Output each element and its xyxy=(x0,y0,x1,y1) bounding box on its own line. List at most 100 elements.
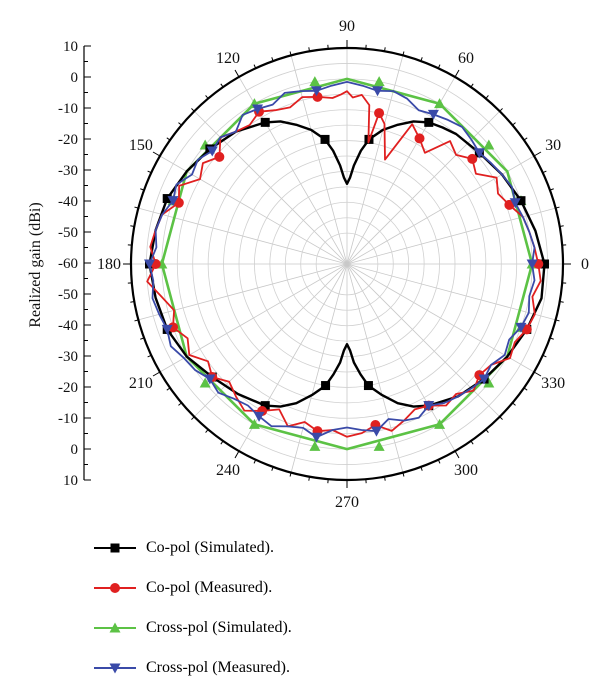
data-point xyxy=(414,133,425,144)
angle-tick-label: 180 xyxy=(97,256,121,273)
data-point xyxy=(310,432,322,443)
data-point xyxy=(478,374,490,385)
series-3 xyxy=(144,81,538,443)
data-point xyxy=(321,381,331,391)
angle-tick-mark xyxy=(191,108,195,112)
data-point xyxy=(167,196,179,207)
data-point xyxy=(374,108,385,119)
data-point xyxy=(206,146,218,157)
angle-tick-mark xyxy=(384,476,386,481)
angle-tick-mark xyxy=(485,95,489,99)
angle-tick-mark xyxy=(542,170,547,174)
grid-ring xyxy=(176,93,518,435)
angle-tick-label: 150 xyxy=(129,137,153,154)
data-point xyxy=(253,411,265,422)
polar-grid xyxy=(123,40,571,488)
angle-tick-mark xyxy=(308,476,310,481)
angle-tick-mark xyxy=(205,429,209,433)
legend-label: Co-pol (Measured). xyxy=(146,579,273,596)
data-point xyxy=(260,117,270,127)
angle-tick-mark xyxy=(523,387,528,391)
angle-tick-mark xyxy=(140,337,145,340)
radial-tick-label: -10 xyxy=(58,101,78,117)
angle-tick-label: 300 xyxy=(454,462,478,479)
data-point xyxy=(473,148,485,159)
angle-tick-mark xyxy=(289,51,292,56)
radial-tick-label: -20 xyxy=(58,132,78,148)
angle-tick-mark xyxy=(130,301,135,303)
radial-tick-label: -10 xyxy=(58,411,78,427)
data-point xyxy=(110,583,120,593)
angle-tick-mark xyxy=(402,51,405,56)
angle-tick-label: 30 xyxy=(545,137,561,154)
grid-ring xyxy=(254,171,440,357)
angle-tick-label: 270 xyxy=(335,494,359,511)
legend-swatch xyxy=(94,663,136,674)
angle-tick-mark xyxy=(130,225,135,227)
legend-item: Co-pol (Measured). xyxy=(92,568,572,608)
radial-tick-label: -40 xyxy=(58,318,78,334)
angle-tick-mark xyxy=(454,69,460,78)
polar-chart: 100-10-20-30-40-50-60-50-40-30-20-10010 … xyxy=(27,18,589,511)
data-point xyxy=(483,377,495,388)
data-point xyxy=(363,381,373,391)
data-point xyxy=(199,377,211,388)
angle-tick-mark xyxy=(234,69,240,78)
radial-tick-label: -30 xyxy=(58,349,78,365)
data-point xyxy=(434,418,446,429)
angle-tick-labels: 0 30 60 90 120 150 180 210 240 270 300 330 xyxy=(97,18,589,511)
grid-ring xyxy=(269,186,425,342)
angle-tick-label: 210 xyxy=(129,375,153,392)
data-point xyxy=(424,117,434,127)
data-point xyxy=(310,86,322,97)
radial-tick-label: -40 xyxy=(58,194,78,210)
data-point xyxy=(373,440,385,451)
angle-tick-mark xyxy=(533,151,542,157)
grid-ring xyxy=(284,201,410,327)
angle-tick-mark xyxy=(147,170,152,174)
radial-tick-label: 10 xyxy=(63,473,78,489)
angle-tick-label: 240 xyxy=(216,462,240,479)
angle-tick-label: 0 xyxy=(581,256,589,273)
angle-tick-mark xyxy=(134,206,139,209)
angle-tick-mark xyxy=(178,402,182,406)
angle-tick-label: 330 xyxy=(541,375,565,392)
angle-tick-mark xyxy=(140,188,145,191)
data-point xyxy=(483,139,495,150)
legend-swatch xyxy=(94,543,136,553)
data-point xyxy=(312,91,323,102)
angle-tick-mark xyxy=(549,337,554,340)
radial-axis: 10 0 -10 -20 -30 -40 -50 -60 -50 -40 -30 -20 -10 0 10 xyxy=(58,39,91,489)
data-point xyxy=(539,259,549,269)
angle-tick-mark xyxy=(271,57,274,62)
angle-tick-mark xyxy=(152,151,161,157)
angle-tick-mark xyxy=(220,83,224,88)
angle-tick-mark xyxy=(289,472,292,477)
data-point xyxy=(260,401,270,411)
angle-tick-mark xyxy=(437,459,441,464)
grid-ring xyxy=(238,155,456,373)
radial-tick-label: -50 xyxy=(58,225,78,241)
angle-tick-mark xyxy=(271,466,274,471)
angle-tick-mark xyxy=(384,47,386,52)
legend-label: Co-pol (Simulated). xyxy=(146,539,274,556)
angle-tick-mark xyxy=(178,122,182,126)
data-point xyxy=(144,259,156,270)
legend-item: Cross-pol (Simulated). xyxy=(92,608,572,648)
angle-tick-mark xyxy=(454,450,460,459)
angle-tick-mark xyxy=(499,416,503,420)
angle-tick-mark xyxy=(549,188,554,191)
angle-tick-mark xyxy=(512,122,516,126)
angle-tick-mark xyxy=(134,319,139,322)
legend-item: Cross-pol (Measured). xyxy=(92,648,572,688)
legend-label: Cross-pol (Measured). xyxy=(146,659,290,676)
legend-item: Co-pol (Simulated). xyxy=(92,528,572,568)
series-layer xyxy=(144,76,549,451)
radial-tick-label: 0 xyxy=(71,442,79,458)
legend-swatch xyxy=(94,622,136,633)
legend-swatch xyxy=(94,583,136,593)
data-point xyxy=(515,322,527,333)
data-point xyxy=(526,259,538,270)
angle-tick-mark xyxy=(253,64,257,69)
data-point xyxy=(370,426,382,437)
